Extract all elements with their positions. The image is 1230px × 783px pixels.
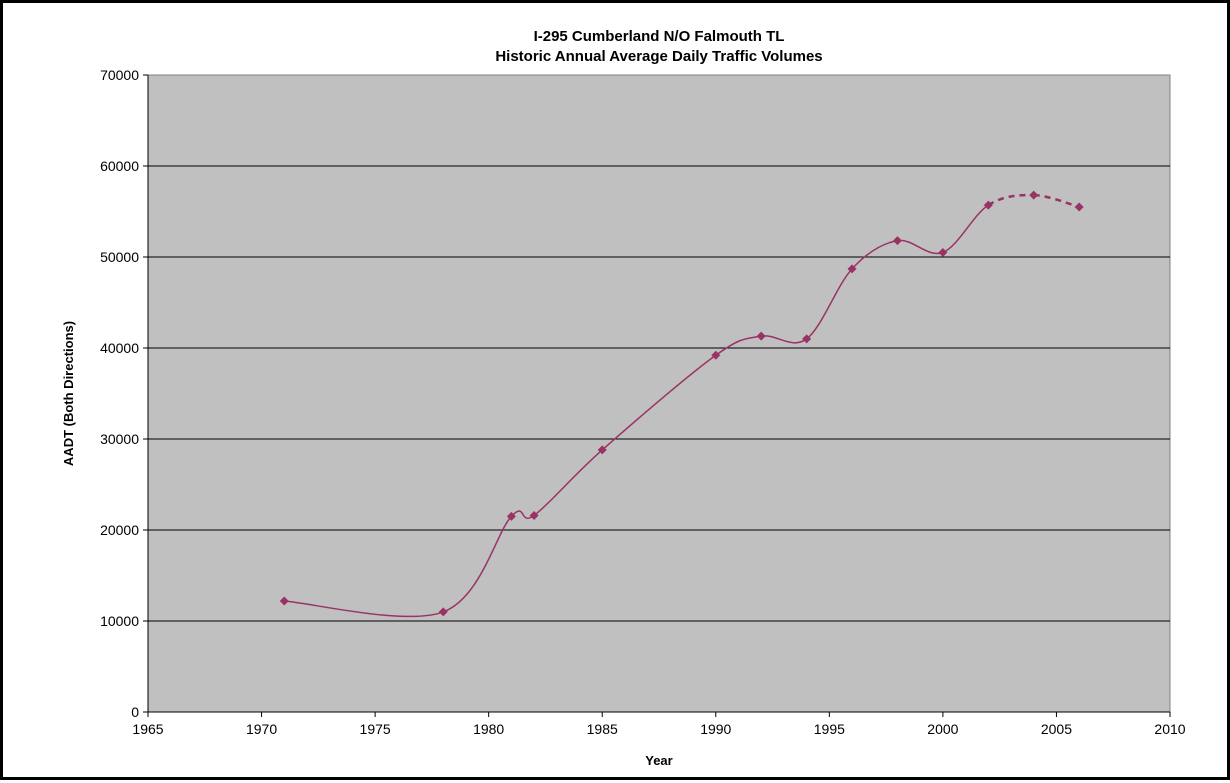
x-tick-label: 1990 [700,721,731,737]
plot-area [147,74,1171,713]
x-tick-label: 1965 [132,721,163,737]
series-line-segment [284,600,444,618]
data-point-1978 [438,607,448,617]
x-tick-labels: 1965 1970 1975 1980 1985 1990 1995 2000 2005 2010 [132,721,1185,737]
y-axis-title: AADT (Both Directions) [61,321,76,466]
data-point-1990 [711,350,721,360]
y-tick-label: 10000 [100,613,139,629]
gridlines [143,74,1170,713]
y-tick-label: 70000 [100,67,139,83]
y-tick-label: 50000 [100,249,139,265]
y-tick-label: 60000 [100,158,139,174]
data-point-2006 [1074,202,1084,212]
data-markers [279,190,1084,617]
y-tick-label: 40000 [100,340,139,356]
chart-title-line-2: Historic Annual Average Daily Traffic Vo… [495,48,822,65]
data-point-1971 [279,596,289,606]
y-tick-label: 0 [131,704,139,720]
data-point-1998 [892,236,902,246]
x-axis-title: Year [645,753,672,768]
series-line-segment [601,354,717,451]
y-tick-label: 30000 [100,431,139,447]
x-tick-label: 2005 [1041,721,1072,737]
y-tick-label: 20000 [100,522,139,538]
series-line-segment [510,510,535,519]
chart-title-line-1: I-295 Cumberland N/O Falmouth TL [534,28,785,45]
data-point-1985 [597,445,607,455]
series-line-segment [806,268,853,340]
axes [147,75,1171,717]
series-line-segment [851,239,898,270]
series-line-segment [442,515,512,613]
x-tick-label: 1970 [246,721,277,737]
series-line-segment [942,204,989,254]
x-tick-label: 1975 [360,721,391,737]
data-point-2004 [1029,190,1039,200]
data-point-1992 [756,331,766,341]
data-point-2000 [938,247,948,257]
line-chart: I-295 Cumberland N/O Falmouth TL Histori… [61,28,1186,768]
x-tick-label: 1995 [814,721,845,737]
x-tick-label: 1980 [473,721,504,737]
data-point-1996 [847,264,857,274]
data-point-1994 [802,334,812,344]
data-point-2002 [983,200,993,210]
x-tick-label: 2010 [1154,721,1185,737]
x-tick-label: 1985 [587,721,618,737]
series-line-segment [987,193,1034,207]
series-line-segment [533,449,603,517]
data-point-1982 [529,510,539,520]
x-tick-label: 2000 [927,721,958,737]
y-tick-labels: 0 10000 20000 30000 40000 50000 60000 70000 [100,67,139,720]
